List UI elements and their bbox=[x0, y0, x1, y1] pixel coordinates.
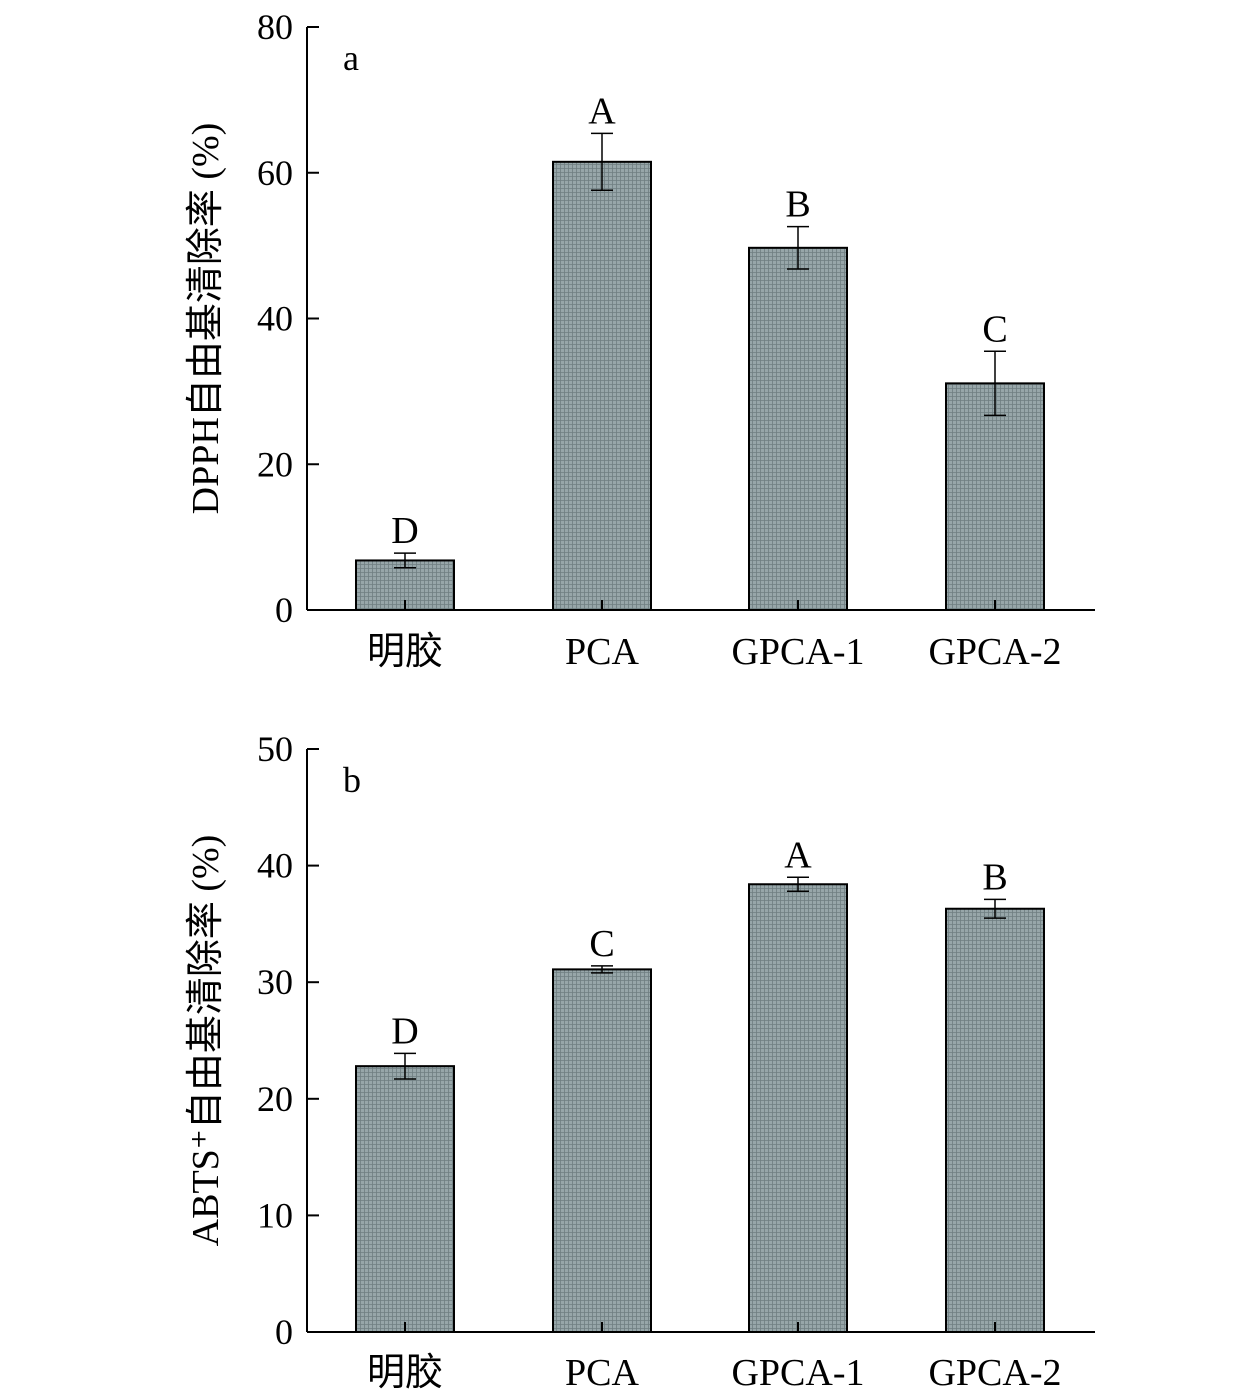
y-tick-label-b-5: 50 bbox=[257, 729, 293, 769]
y-tick-label-a-1: 20 bbox=[257, 444, 293, 484]
panel-label-b: b bbox=[343, 760, 361, 800]
error-bar-b-2 bbox=[787, 876, 809, 893]
significance-label-a-2: B bbox=[785, 184, 810, 226]
error-bar-b-3 bbox=[984, 898, 1006, 919]
y-tick-label-a-3: 60 bbox=[257, 153, 293, 193]
y-axis-title-a: DPPH自由基清除率 (%) bbox=[185, 123, 227, 515]
category-label-b-2: GPCA-1 bbox=[731, 1352, 864, 1394]
chart-panel-b: D 明胶 C PCA A GPCA-1 B GPCA-2 0 10 20 30 40 50 b ABTS⁺自由… bbox=[185, 729, 1095, 1394]
category-label-b-3: GPCA-2 bbox=[928, 1352, 1061, 1394]
y-tick-label-b-0: 0 bbox=[275, 1312, 293, 1352]
significance-label-b-0: D bbox=[391, 1010, 418, 1052]
panel-label-a: a bbox=[343, 38, 359, 78]
significance-label-b-3: B bbox=[982, 856, 1007, 898]
bar-b-2 bbox=[748, 883, 848, 1333]
significance-label-a-1: A bbox=[588, 90, 616, 132]
y-tick-label-a-4: 80 bbox=[257, 7, 293, 47]
y-tick-label-b-2: 20 bbox=[257, 1079, 293, 1119]
bar-b-1 bbox=[552, 968, 652, 1334]
category-label-b-1: PCA bbox=[565, 1352, 639, 1394]
significance-label-a-3: C bbox=[982, 308, 1007, 350]
category-label-a-0: 明胶 bbox=[367, 631, 443, 673]
category-label-a-3: GPCA-2 bbox=[928, 631, 1061, 673]
error-bar-b-0 bbox=[394, 1052, 416, 1080]
significance-label-a-0: D bbox=[391, 510, 418, 552]
bar-b-0 bbox=[355, 1065, 455, 1333]
y-axis-title-b: ABTS⁺自由基清除率 (%) bbox=[185, 835, 227, 1247]
error-bar-a-3 bbox=[984, 350, 1006, 417]
bar-a-3 bbox=[945, 382, 1045, 612]
bar-b-3 bbox=[945, 907, 1045, 1333]
category-label-a-1: PCA bbox=[565, 631, 639, 673]
significance-label-b-1: C bbox=[589, 923, 614, 965]
y-tick-label-b-4: 40 bbox=[257, 846, 293, 886]
bar-a-2 bbox=[748, 246, 848, 611]
y-tick-label-a-2: 40 bbox=[257, 299, 293, 339]
y-tick-label-b-3: 30 bbox=[257, 962, 293, 1002]
category-label-a-2: GPCA-1 bbox=[731, 631, 864, 673]
error-bar-b-1 bbox=[591, 965, 613, 974]
significance-label-b-2: A bbox=[784, 834, 812, 876]
category-label-b-0: 明胶 bbox=[367, 1352, 443, 1394]
y-tick-label-b-1: 10 bbox=[257, 1195, 293, 1235]
y-tick-label-a-0: 0 bbox=[275, 590, 293, 630]
chart-panel-a: D 明胶 A PCA B GPCA-1 C GPCA-2 0 20 40 60 80 a DPPH自由基清除… bbox=[185, 7, 1095, 673]
error-bar-a-0 bbox=[394, 552, 416, 569]
error-bar-a-1 bbox=[591, 132, 613, 191]
bar-a-1 bbox=[552, 160, 652, 611]
error-bar-a-2 bbox=[787, 225, 809, 270]
